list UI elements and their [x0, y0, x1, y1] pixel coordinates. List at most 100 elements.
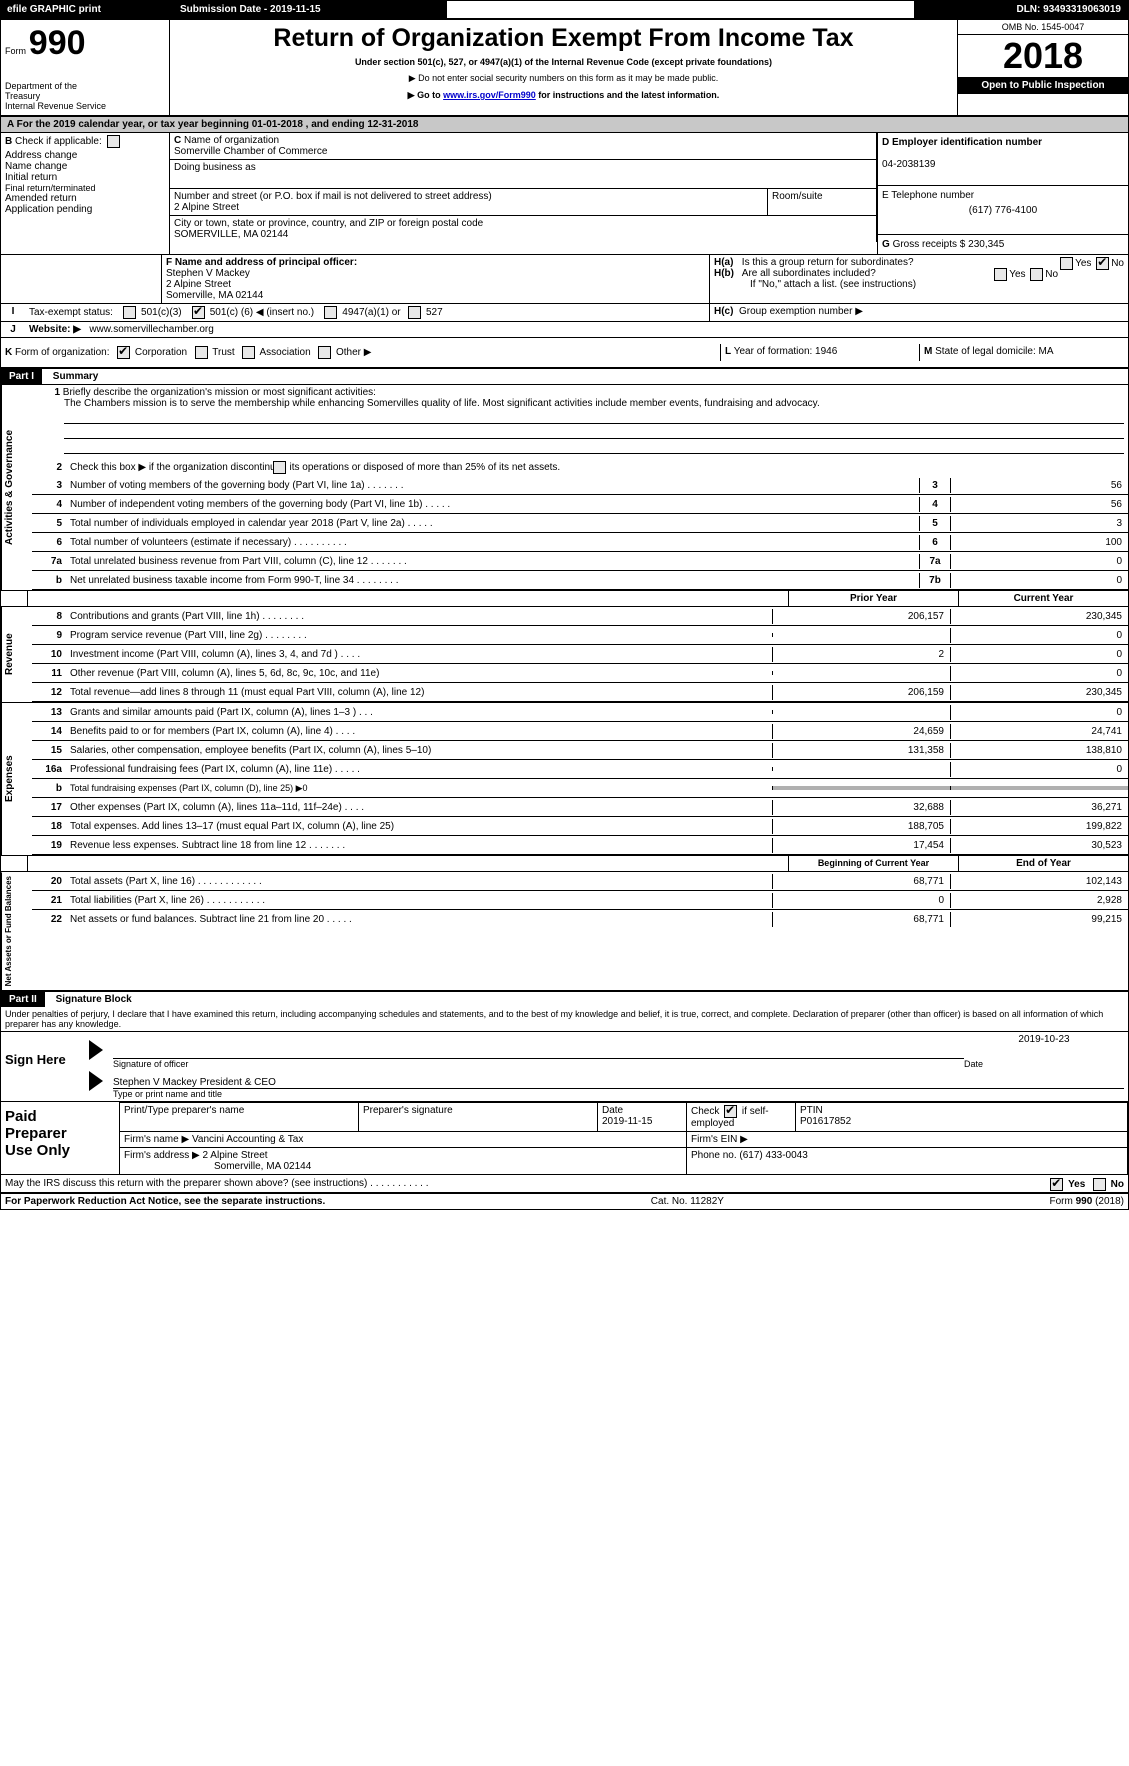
- firm-addr2: Somerville, MA 02144: [124, 1161, 311, 1172]
- l16b-text: Total fundraising expenses (Part IX, col…: [66, 781, 772, 796]
- checkbox-checked-icon[interactable]: [117, 346, 130, 359]
- checkbox-icon[interactable]: [318, 346, 331, 359]
- checkbox-icon[interactable]: [1030, 268, 1043, 281]
- checkbox-icon[interactable]: [273, 461, 286, 474]
- l14-cy: 24,741: [950, 724, 1128, 739]
- firm-ein-l: Firm's EIN ▶: [691, 1134, 748, 1145]
- eoy-hdr: End of Year: [958, 856, 1128, 871]
- l22-num: 22: [32, 914, 66, 925]
- checkbox-checked-icon[interactable]: [1050, 1178, 1063, 1191]
- k-corp: Corporation: [135, 347, 187, 358]
- checkbox-checked-icon[interactable]: [724, 1105, 737, 1118]
- d-label: D Employer identification number: [882, 137, 1042, 148]
- hc-text: Group exemption number ▶: [739, 306, 863, 317]
- part2-title: Signature Block: [48, 994, 132, 1005]
- form-label: Form: [5, 46, 26, 56]
- checkbox-icon[interactable]: [195, 346, 208, 359]
- l11-num: 11: [32, 668, 66, 679]
- sig-officer-label: Signature of officer: [113, 1059, 964, 1069]
- gross-receipts: Gross receipts $ 230,345: [893, 239, 1005, 250]
- k-trust: Trust: [212, 347, 234, 358]
- l11-py: [772, 671, 950, 675]
- city-label: City or town, state or province, country…: [174, 218, 483, 229]
- l5-box: 5: [919, 516, 950, 531]
- checkbox-icon[interactable]: [123, 306, 136, 319]
- opt-address-change: Address change: [5, 150, 77, 161]
- l22-cy: 99,215: [950, 912, 1128, 927]
- line-a: A For the 2019 calendar year, or tax yea…: [1, 117, 1128, 133]
- part1-title: Summary: [45, 371, 99, 382]
- checkbox-icon[interactable]: [408, 306, 421, 319]
- form-990: efile GRAPHIC print Submission Date - 20…: [0, 0, 1129, 1210]
- l12-cy: 230,345: [950, 685, 1128, 700]
- 501c-c: ) ◀ (insert no.): [250, 307, 314, 318]
- hb-text: Are all subordinates included?: [742, 268, 876, 279]
- part2-label: Part II: [1, 992, 45, 1007]
- l14-num: 14: [32, 726, 66, 737]
- paid-table: Print/Type preparer's name Preparer's si…: [119, 1102, 1128, 1174]
- l15-cy: 138,810: [950, 743, 1128, 758]
- box-b-checkif: Check if applicable:: [15, 136, 102, 147]
- box-c: C Name of organization Somerville Chambe…: [170, 133, 877, 254]
- title-block: Return of Organization Exempt From Incom…: [170, 20, 957, 115]
- e-label: E Telephone number: [882, 190, 974, 201]
- l17-py: 32,688: [772, 800, 950, 815]
- checkbox-icon[interactable]: [324, 306, 337, 319]
- k-other: Other ▶: [336, 347, 371, 358]
- l18-num: 18: [32, 821, 66, 832]
- box-k: K Form of organization: Corporation Trus…: [1, 344, 720, 361]
- l6-val: 100: [950, 535, 1128, 550]
- form-subtitle: Under section 501(c), 527, or 4947(a)(1)…: [174, 57, 953, 67]
- form-990-num: 990: [29, 24, 86, 62]
- footer-mid: Cat. No. 11282Y: [651, 1196, 724, 1207]
- ptin-val: P01617852: [800, 1116, 851, 1127]
- omb: OMB No. 1545-0047: [958, 20, 1128, 35]
- checkbox-icon[interactable]: [242, 346, 255, 359]
- firm-addr-l: Firm's address ▶: [124, 1150, 200, 1161]
- l13-py: [772, 710, 950, 714]
- l12-py: 206,159: [772, 685, 950, 700]
- line-15: 15Salaries, other compensation, employee…: [32, 741, 1128, 760]
- line-16a: 16aProfessional fundraising fees (Part I…: [32, 760, 1128, 779]
- box-deg: D Employer identification number 04-2038…: [877, 133, 1128, 254]
- l4-box: 4: [919, 497, 950, 512]
- form-number-block: Form 990 Department of the Treasury Inte…: [1, 20, 170, 115]
- box-f: F Name and address of principal officer:…: [162, 255, 709, 303]
- line-6: 6 Total number of volunteers (estimate i…: [32, 533, 1128, 552]
- line-2: 2 Check this box ▶ if the organization d…: [32, 458, 1128, 476]
- m-label: M: [924, 346, 932, 357]
- line-1: 1 Briefly describe the organization's mi…: [32, 385, 1128, 458]
- line-17: 17Other expenses (Part IX, column (A), l…: [32, 798, 1128, 817]
- paid-l3: Use Only: [5, 1142, 115, 1159]
- checkbox-icon[interactable]: [994, 268, 1007, 281]
- line-19: 19Revenue less expenses. Subtract line 1…: [32, 836, 1128, 855]
- officer-city: Somerville, MA 02144: [166, 290, 263, 301]
- irs-link[interactable]: www.irs.gov/Form990: [443, 90, 536, 100]
- activities-governance-section: Activities & Governance 1 Briefly descri…: [1, 384, 1128, 590]
- checkbox-icon[interactable]: [107, 135, 120, 148]
- f-label: F Name and address of principal officer:: [166, 257, 357, 268]
- hdr-spacer: [1, 856, 28, 871]
- checkbox-checked-icon[interactable]: [1096, 257, 1109, 270]
- ha-text: Is this a group return for subordinates?: [742, 257, 914, 268]
- f-h-block: F Name and address of principal officer:…: [1, 254, 1128, 303]
- l1-val: The Chambers mission is to serve the mem…: [36, 398, 820, 409]
- 4947a1: 4947(a)(1) or: [342, 307, 400, 318]
- ein-val: 04-2038139: [882, 159, 935, 170]
- checkbox-icon[interactable]: [1093, 1178, 1106, 1191]
- opt-final: Final return/terminated: [5, 183, 165, 193]
- submission-date: Submission Date - 2019-11-15: [174, 1, 447, 18]
- l9-text: Program service revenue (Part VIII, line…: [66, 628, 772, 643]
- line-9: 9Program service revenue (Part VIII, lin…: [32, 626, 1128, 645]
- vlabel-exp: Expenses: [1, 703, 32, 855]
- l17-num: 17: [32, 802, 66, 813]
- py-cy-header: Prior Year Current Year: [1, 590, 1128, 606]
- f-spacer: [1, 255, 162, 303]
- l7b-box: 7b: [919, 573, 950, 588]
- arrow-icon: [89, 1040, 103, 1060]
- checkbox-icon[interactable]: [1060, 257, 1073, 270]
- line-7a: 7a Total unrelated business revenue from…: [32, 552, 1128, 571]
- paid-label: Paid Preparer Use Only: [1, 1102, 119, 1174]
- checkbox-checked-icon[interactable]: [192, 306, 205, 319]
- vlabel-rev: Revenue: [1, 607, 32, 702]
